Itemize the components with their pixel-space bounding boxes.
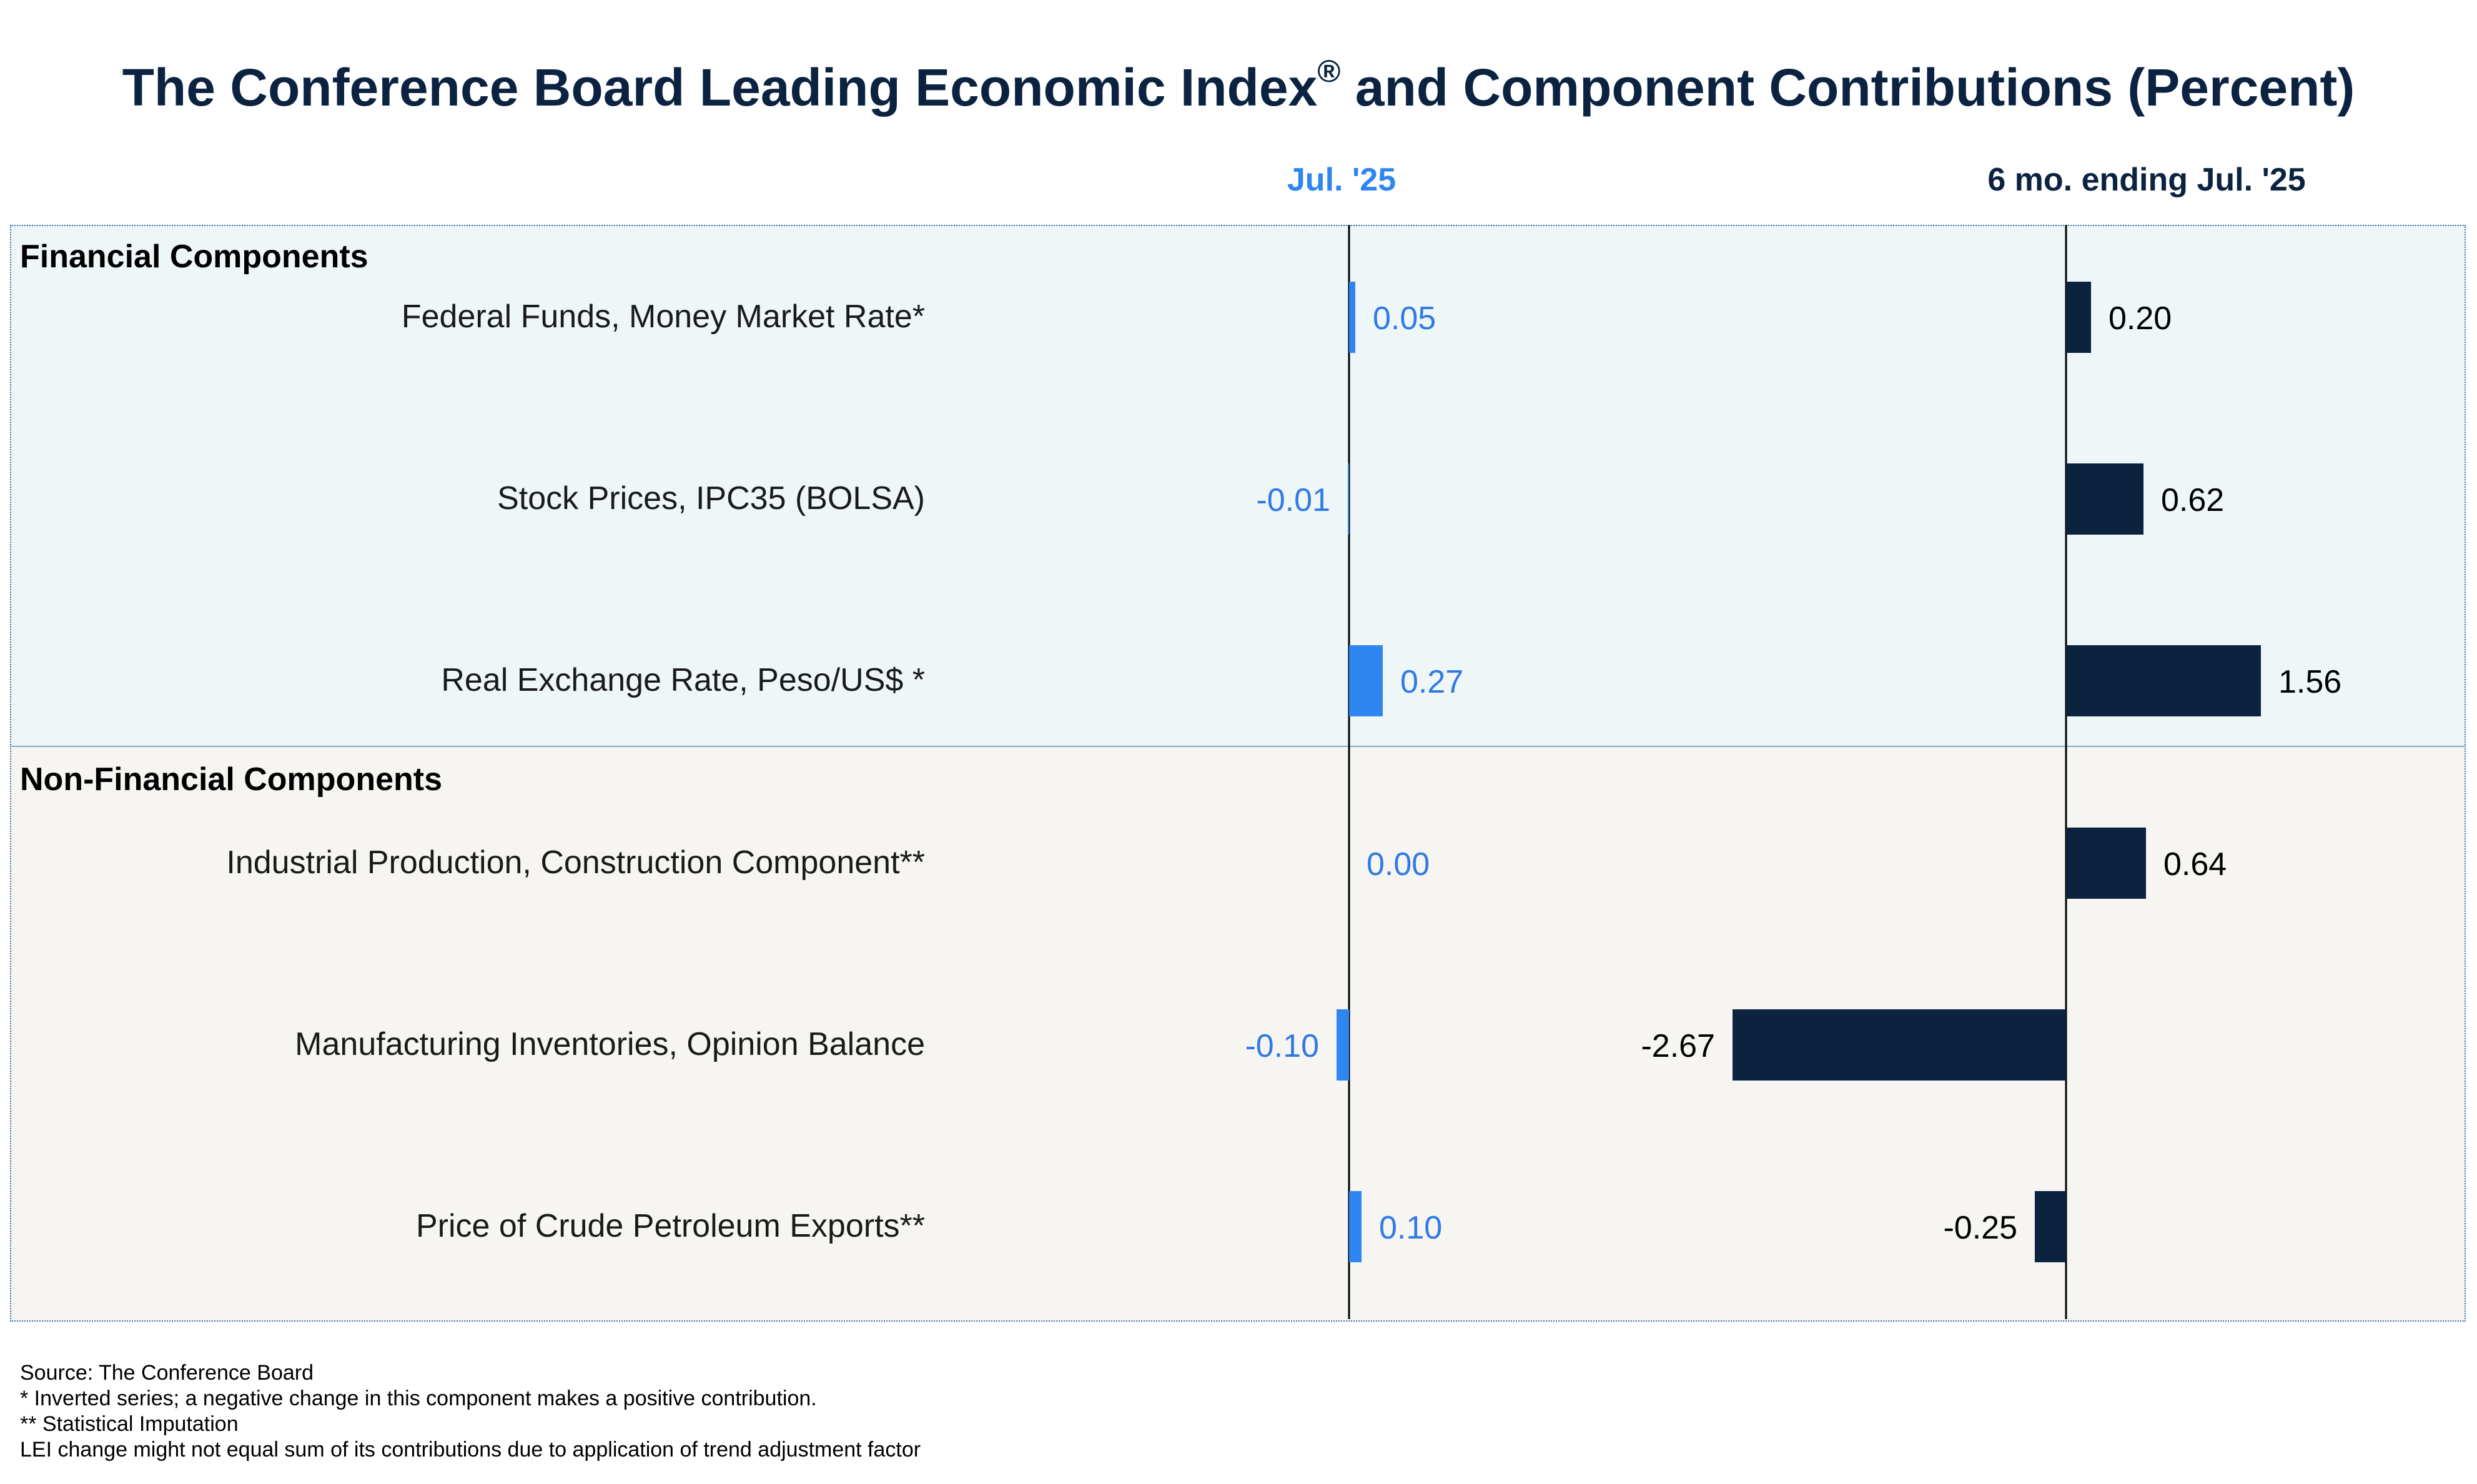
registered-mark: ® (1317, 53, 1341, 89)
value-label-six-month-1: 0.62 (2161, 482, 2224, 518)
value-label-monthly-0: 0.05 (1373, 300, 1436, 337)
bar-six-month-5 (2035, 1191, 2066, 1262)
bar-six-month-1 (2066, 463, 2143, 535)
bar-monthly-4 (1337, 1009, 1349, 1081)
row-label-stock-prices: Stock Prices, IPC35 (BOLSA) (497, 480, 925, 517)
footnote-source: Source: The Conference Board (20, 1361, 314, 1385)
bar-monthly-0 (1349, 282, 1355, 353)
bar-six-month-0 (2066, 282, 2091, 353)
group-label-financial: Financial Components (20, 239, 368, 275)
footnote-imputation: ** Statistical Imputation (20, 1412, 239, 1436)
value-label-six-month-4: -2.67 (1641, 1028, 1715, 1064)
bar-six-month-2 (2066, 645, 2261, 716)
row-label-real-exchange-rate: Real Exchange Rate, Peso/US$ * (441, 662, 925, 698)
bar-monthly-2 (1349, 645, 1383, 716)
bar-six-month-3 (2066, 828, 2146, 899)
bar-monthly-1 (1348, 463, 1349, 535)
value-label-six-month-3: 0.64 (2163, 846, 2227, 883)
value-label-monthly-5: 0.10 (1379, 1210, 1442, 1246)
chart-title-main: The Conference Board Leading Economic In… (122, 58, 1318, 117)
row-label-manufacturing-inventories: Manufacturing Inventories, Opinion Balan… (295, 1026, 925, 1062)
chart-title: The Conference Board Leading Economic In… (0, 56, 2477, 117)
row-label-crude-petroleum: Price of Crude Petroleum Exports** (415, 1208, 925, 1244)
value-label-monthly-3: 0.00 (1367, 846, 1430, 883)
column-header-monthly-label: Jul. '25 (1287, 162, 1397, 198)
chart-title-rest: and Component Contributions (Percent) (1340, 58, 2355, 117)
footnotes: Source: The Conference Board * Inverted … (20, 1360, 921, 1463)
group-label-non-financial: Non-Financial Components (20, 761, 442, 798)
value-label-monthly-4: -0.10 (1245, 1028, 1319, 1064)
footnote-trend: LEI change might not equal sum of its co… (20, 1438, 921, 1462)
value-label-six-month-5: -0.25 (1943, 1210, 2017, 1246)
value-label-monthly-1: -0.01 (1256, 482, 1330, 518)
financial-components-panel (10, 225, 2466, 747)
value-label-six-month-0: 0.20 (2109, 300, 2172, 337)
row-label-industrial-production: Industrial Production, Construction Comp… (226, 844, 925, 881)
column-header-six-month-label: 6 mo. ending Jul. '25 (1987, 162, 2306, 198)
bar-six-month-4 (1733, 1009, 2066, 1081)
value-label-monthly-2: 0.27 (1400, 664, 1463, 700)
footnote-inverted: * Inverted series; a negative change in … (20, 1387, 817, 1410)
bar-monthly-5 (1349, 1191, 1362, 1262)
value-label-six-month-2: 1.56 (2278, 664, 2341, 700)
row-label-federal-funds: Federal Funds, Money Market Rate* (401, 299, 925, 335)
